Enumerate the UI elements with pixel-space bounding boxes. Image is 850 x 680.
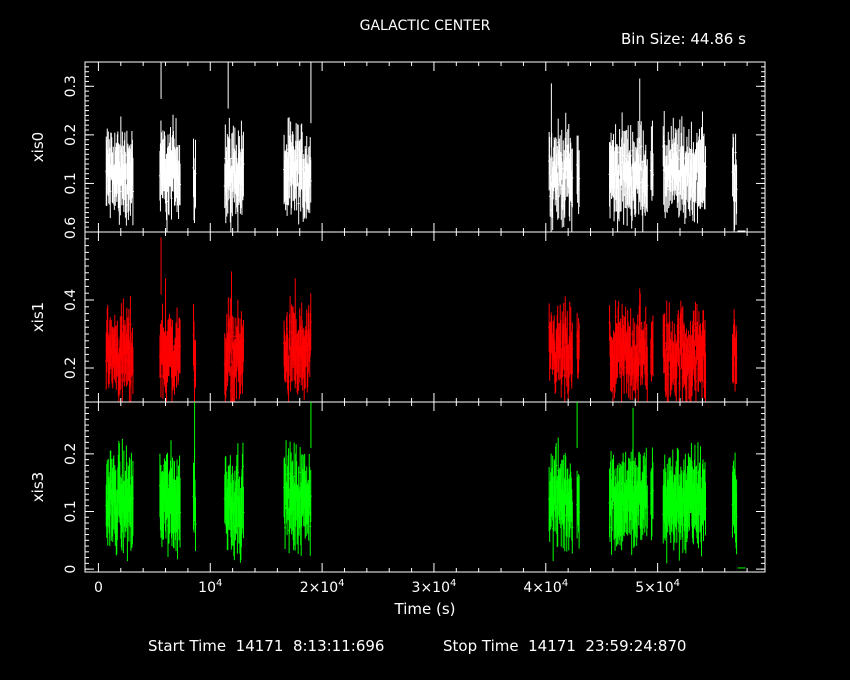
xis3-y-tick-label: 0.2 [63,443,79,465]
start-time-value: 8:13:11:696 [292,637,385,655]
xis3-y-tick-label: 0.1 [63,500,79,522]
x-tick-label: 3×104 [412,578,457,596]
xis1-y-axis-label: xis1 [29,302,47,332]
bin-size-readout: Bin Size: 44.86 s [621,30,746,48]
stop-time-day: 14171 [528,637,576,655]
x-tick-label: 5×104 [635,578,680,596]
xis3-y-axis-label: xis3 [29,472,47,502]
stop-time-value: 23:59:24:870 [585,637,687,655]
x-tick-label: 0 [94,580,103,596]
x-tick-label: 104 [198,578,222,596]
bin-size-label: Bin Size: [621,30,686,48]
xis3-y-tick-label: 0 [63,565,79,574]
chart-title: GALACTIC CENTER [359,18,491,34]
start-time: Start Time 14171 8:13:11:696 [148,637,384,655]
xis0-y-tick-label: 0.6 [63,217,79,239]
stop-time: Stop Time 14171 23:59:24:870 [443,637,686,655]
x-axis-label: Time (s) [394,600,456,618]
x-tick-label: 2×104 [300,578,345,596]
start-time-day: 14171 [235,637,284,655]
xis0-y-tick-label: 0.1 [63,172,79,194]
xis1-y-tick-label: 0.2 [63,357,79,379]
xis3-panel-frame [84,401,766,573]
stop-time-label: Stop Time [443,637,519,655]
bin-size-value: 44.86 s [690,30,746,48]
xis0-y-tick-label: 0.2 [63,124,79,146]
xis1-y-tick-label: 0.4 [63,289,79,311]
start-time-label: Start Time [148,637,227,655]
xis0-y-axis-label: xis0 [29,132,47,162]
xis0-y-tick-label: 0.3 [63,75,79,97]
x-tick-label: 4×104 [523,578,568,596]
